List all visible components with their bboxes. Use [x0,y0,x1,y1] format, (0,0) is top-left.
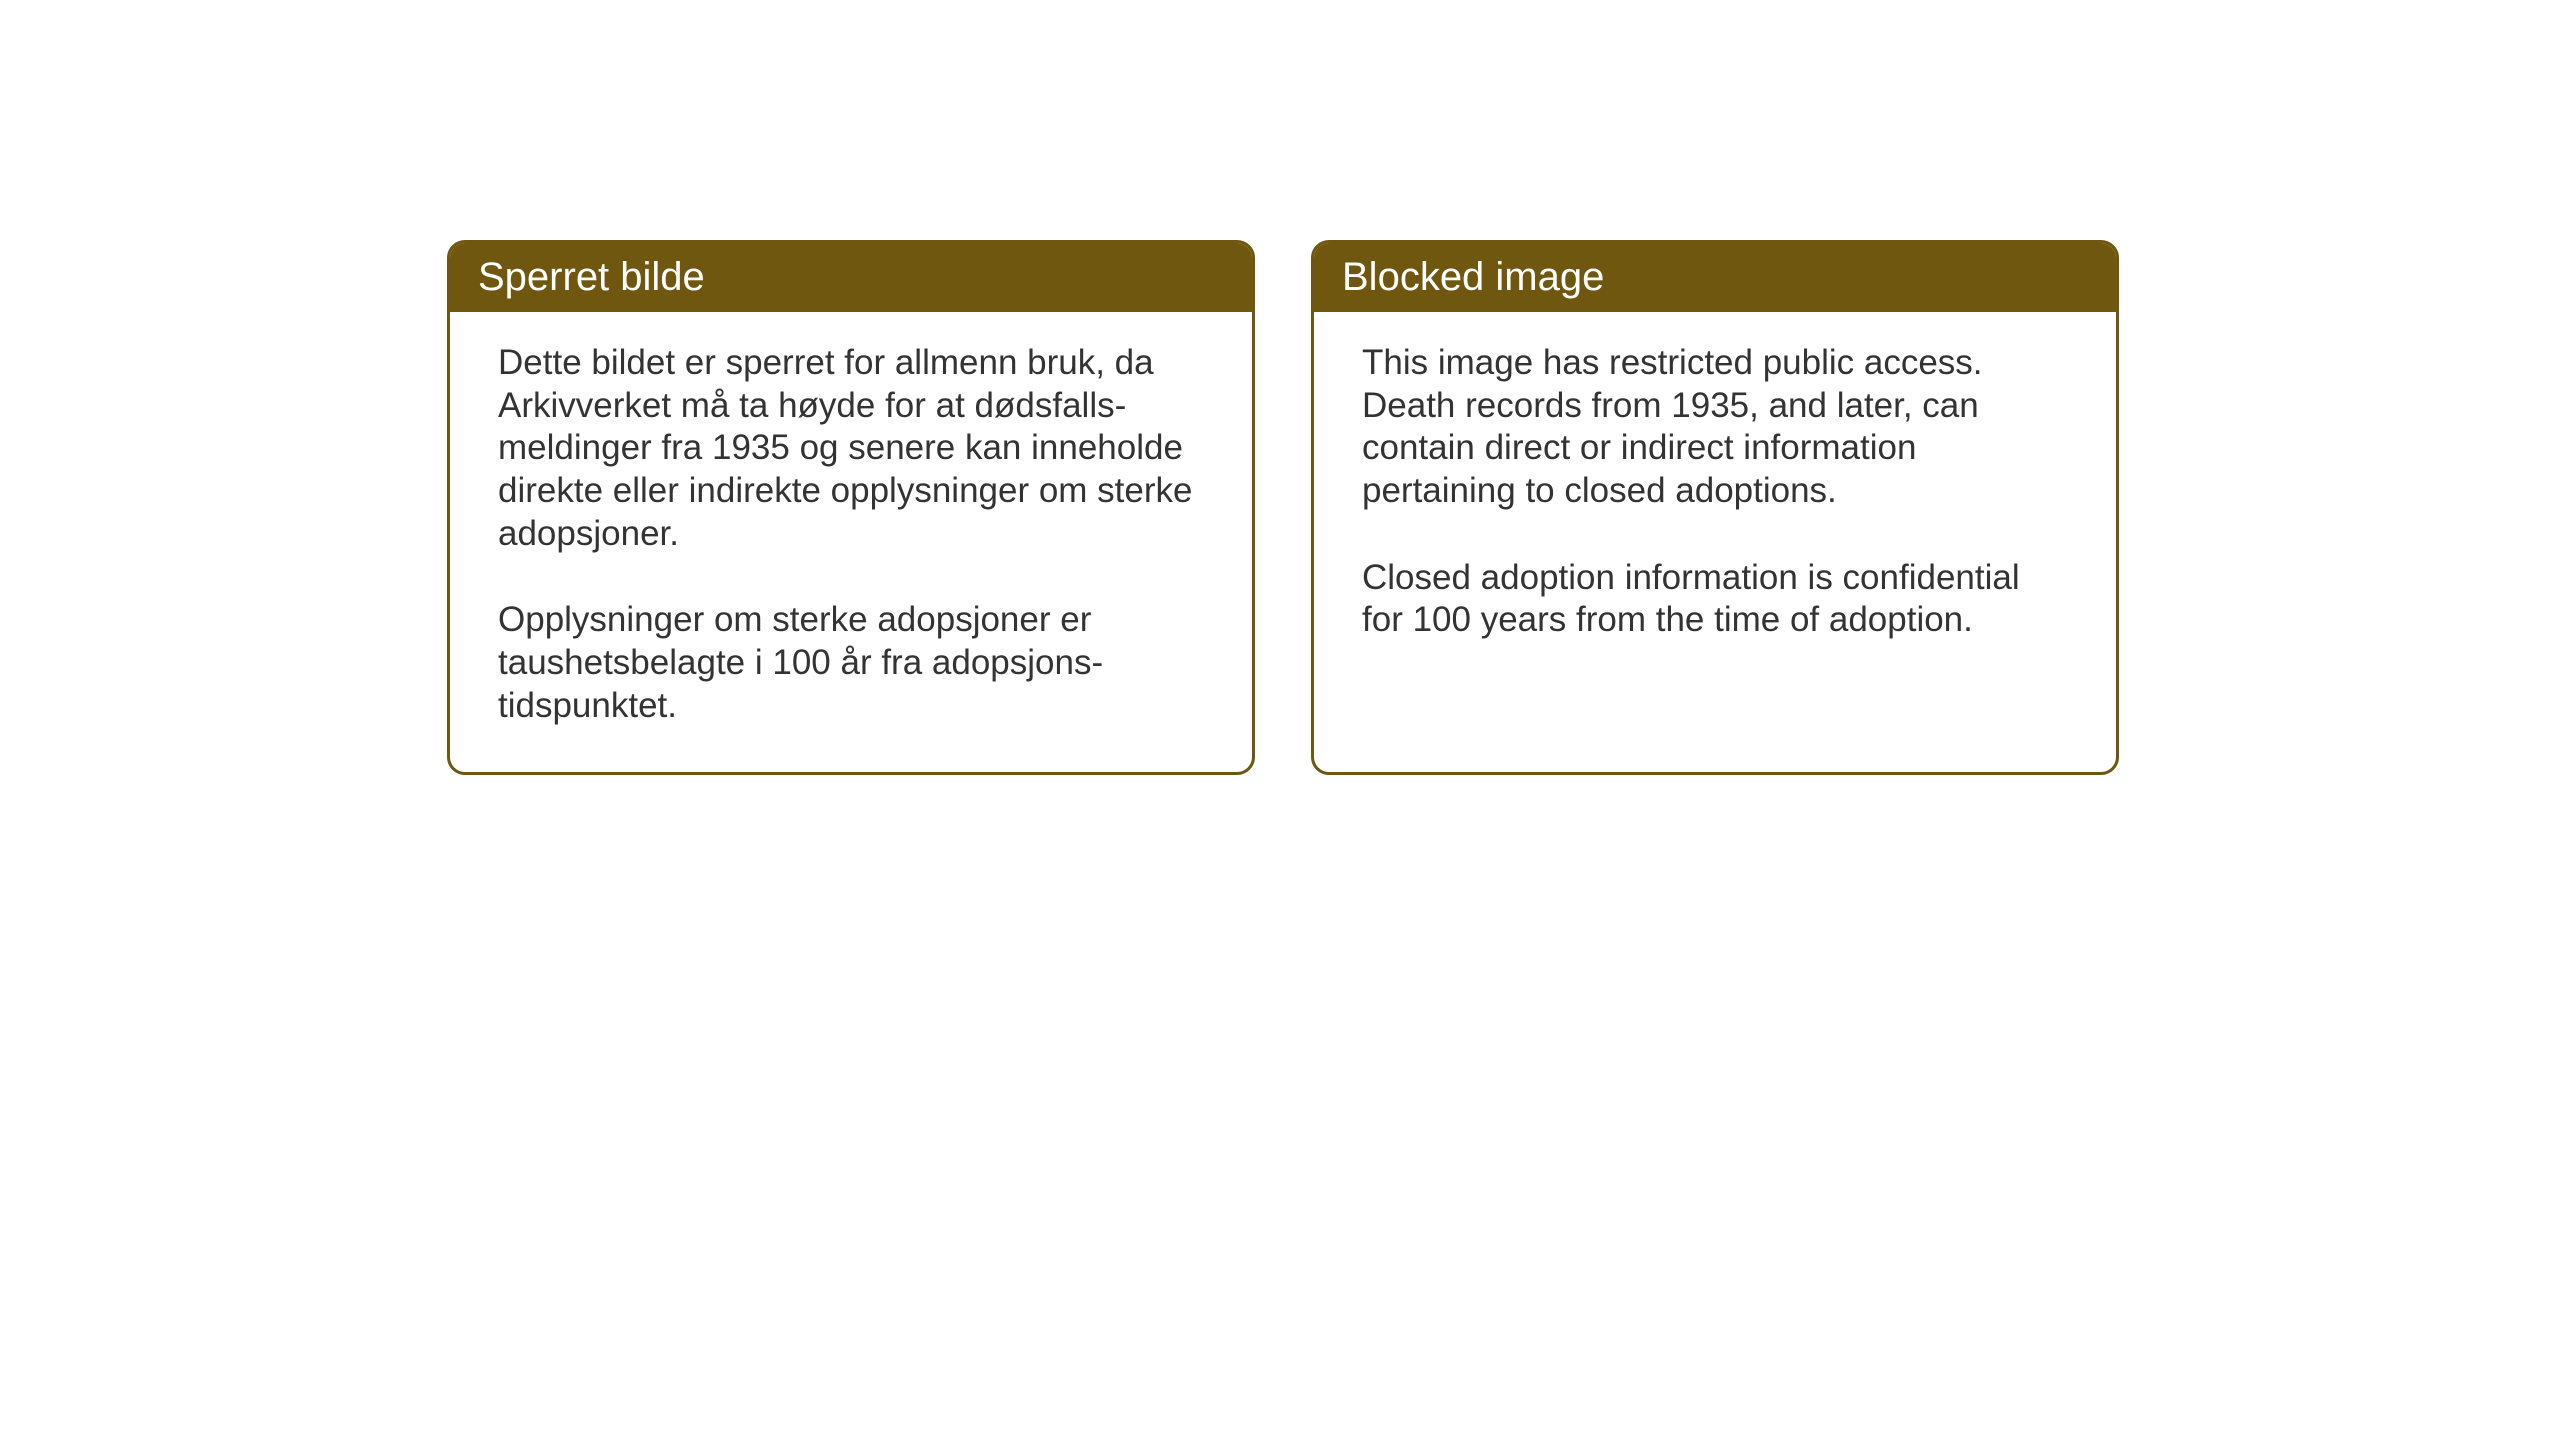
notice-paragraph-2-norwegian: Opplysninger om sterke adopsjoner er tau… [498,599,1204,727]
notice-header-english: Blocked image [1314,243,2116,312]
notice-box-english: Blocked image This image has restricted … [1311,240,2119,775]
notice-body-norwegian: Dette bildet er sperret for allmenn bruk… [450,312,1252,772]
notice-container: Sperret bilde Dette bildet er sperret fo… [447,240,2119,775]
notice-box-norwegian: Sperret bilde Dette bildet er sperret fo… [447,240,1255,775]
notice-body-english: This image has restricted public access.… [1314,312,2116,686]
notice-header-norwegian: Sperret bilde [450,243,1252,312]
notice-paragraph-1-norwegian: Dette bildet er sperret for allmenn bruk… [498,342,1204,555]
notice-paragraph-2-english: Closed adoption information is confident… [1362,557,2068,642]
notice-paragraph-1-english: This image has restricted public access.… [1362,342,2068,513]
notice-title-english: Blocked image [1342,255,1604,299]
notice-title-norwegian: Sperret bilde [478,255,705,299]
